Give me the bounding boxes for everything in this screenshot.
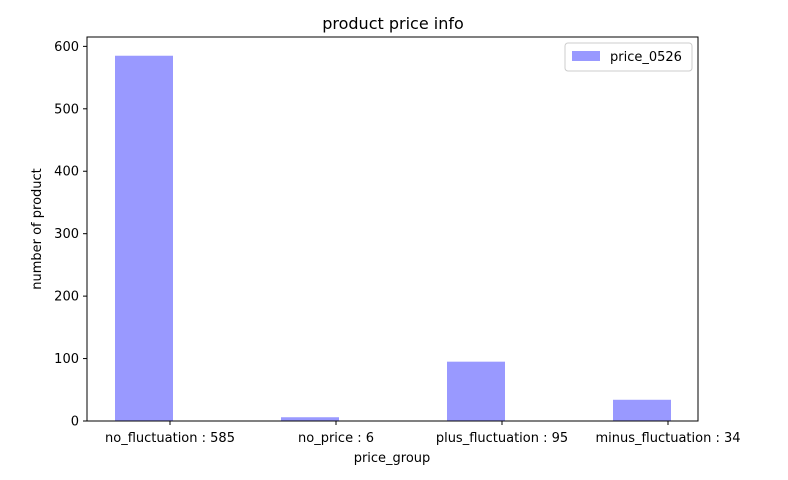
bar-1	[115, 55, 173, 421]
x-tick-label: no_price : 6	[298, 431, 374, 446]
x-tick-label: minus_fluctuation : 34	[596, 431, 741, 446]
x-axis: no_fluctuation : 585 no_price : 6 plus_flu…	[105, 421, 741, 446]
x-tick-label: plus_fluctuation : 95	[436, 431, 568, 446]
plot-area	[86, 36, 699, 422]
y-tick-label: 300	[54, 227, 79, 242]
legend-frame	[564, 42, 693, 72]
y-tick-label: 600	[54, 40, 79, 55]
y-tick-label: 0	[71, 415, 79, 430]
bar-3	[447, 361, 505, 421]
bar-4	[613, 399, 671, 421]
legend-swatch	[572, 51, 600, 61]
y-tick-label: 100	[54, 352, 79, 367]
y-tick-label: 400	[54, 165, 79, 180]
y-tick-label: 200	[54, 290, 79, 305]
y-axis-label: number of product	[30, 168, 45, 290]
x-tick-label: no_fluctuation : 585	[105, 431, 235, 446]
plot-frame	[86, 36, 699, 422]
bar-2	[281, 417, 339, 421]
y-axis: 0 100 200 300 400 500 600	[54, 40, 87, 430]
legend-label: price_0526	[610, 50, 682, 65]
x-axis-label: price_group	[354, 451, 431, 466]
chart-title: product price info	[322, 14, 464, 33]
y-tick-label: 500	[54, 102, 79, 117]
bars-group	[115, 55, 671, 421]
legend: price_0526	[564, 42, 693, 72]
